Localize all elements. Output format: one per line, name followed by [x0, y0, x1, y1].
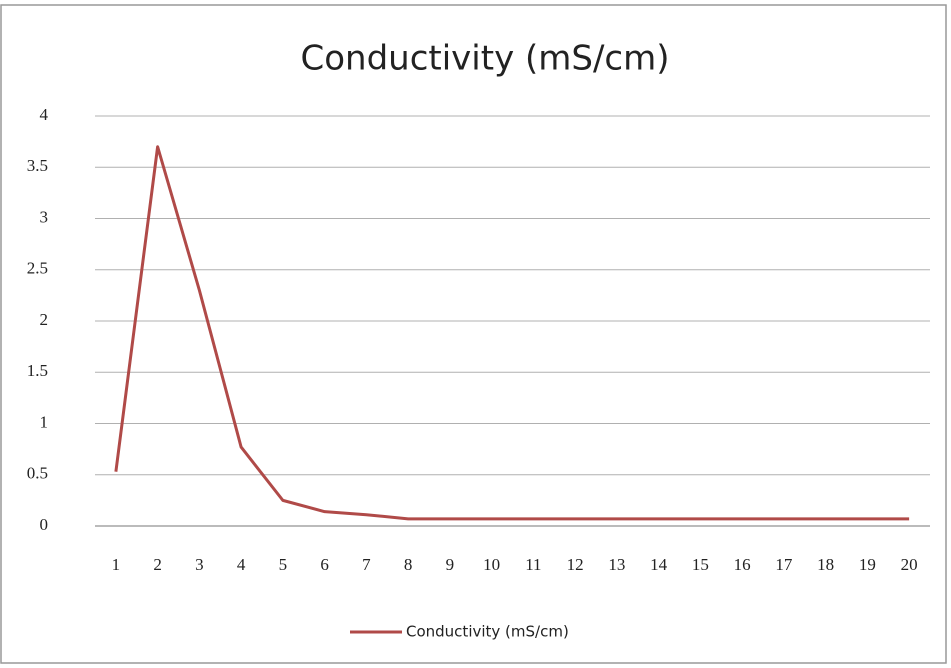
- y-tick-label: 1.5: [27, 361, 48, 380]
- x-tick-label: 15: [692, 555, 709, 574]
- x-tick-label: 14: [650, 555, 668, 574]
- x-tick-label: 2: [153, 555, 162, 574]
- y-tick-label: 0.5: [27, 464, 48, 483]
- x-tick-label: 7: [362, 555, 371, 574]
- x-tick-label: 6: [320, 555, 329, 574]
- x-tick-label: 13: [608, 555, 625, 574]
- y-tick-label: 3: [40, 207, 49, 226]
- x-tick-label: 19: [859, 555, 876, 574]
- y-tick-label: 2.5: [27, 259, 48, 278]
- x-tick-label: 4: [237, 555, 246, 574]
- x-tick-label: 16: [734, 555, 751, 574]
- chart-border: [0, 4, 947, 664]
- x-tick-label: 12: [567, 555, 584, 574]
- x-tick-label: 3: [195, 555, 204, 574]
- x-tick-label: 11: [525, 555, 541, 574]
- x-tick-label: 10: [483, 555, 500, 574]
- x-tick-label: 18: [817, 555, 834, 574]
- y-tick-label: 0: [40, 515, 49, 534]
- x-tick-label: 20: [901, 555, 918, 574]
- legend-label: Conductivity (mS/cm): [406, 623, 569, 641]
- x-tick-label: 9: [446, 555, 455, 574]
- x-tick-label: 5: [279, 555, 288, 574]
- y-tick-label: 2: [40, 310, 49, 329]
- x-tick-label: 8: [404, 555, 413, 574]
- x-tick-label: 1: [112, 555, 121, 574]
- y-tick-label: 4: [40, 105, 49, 124]
- x-tick-label: 17: [775, 555, 793, 574]
- y-tick-label: 1: [40, 412, 49, 431]
- y-tick-label: 3.5: [27, 156, 48, 175]
- data-line: [114, 145, 910, 521]
- chart-title: Conductivity (mS/cm): [300, 39, 669, 79]
